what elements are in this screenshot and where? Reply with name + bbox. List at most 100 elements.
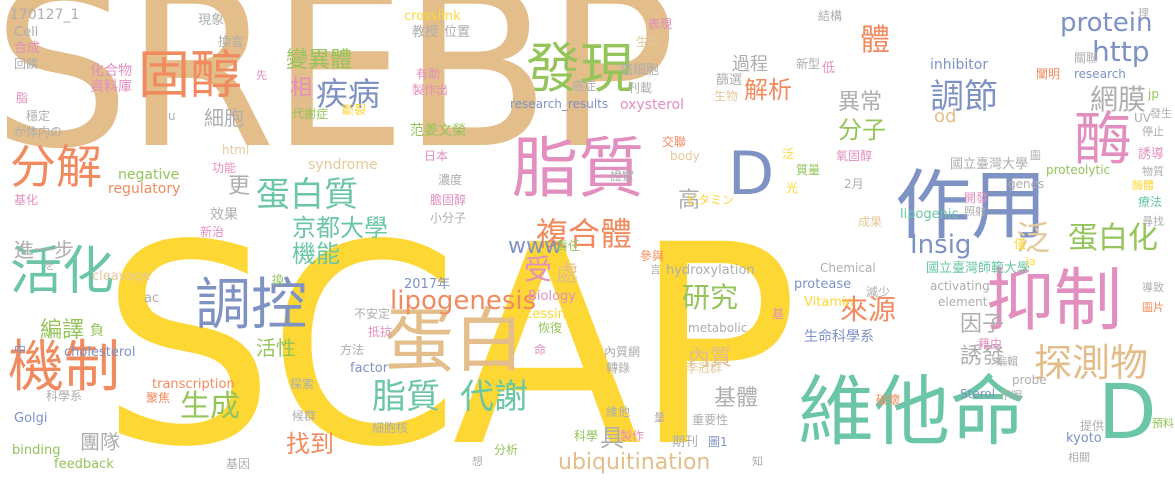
word-yi-zhi: 抑制 (986, 262, 1123, 341)
word-tu-pian: 圖片 (1142, 301, 1164, 314)
word-fu: 負 (90, 323, 104, 339)
word-ji-ti: 基體 (714, 386, 759, 411)
word-factor: factor (350, 361, 389, 376)
word-feedback: feedback (54, 457, 114, 472)
word-fan-2: 泛 (782, 147, 795, 161)
word-huan: 換 (272, 273, 285, 287)
word-sterol: Sterol (960, 387, 996, 401)
word-lipogenic: lipogenic (900, 207, 959, 222)
word-processing: processing (504, 307, 575, 322)
word-xin-xing: 新型 (796, 57, 821, 71)
word-bu-an-ding: 不安定 (354, 307, 391, 321)
word-jin-yi-bu: 進一步 (14, 238, 74, 262)
word-crosslink: crosslink (404, 9, 461, 24)
word-element: element (938, 295, 988, 309)
word-nei-zhi: 內質 (688, 346, 733, 371)
word-jiao-shou: 教授 (412, 25, 439, 40)
word-2017nian: 2017年 (404, 277, 451, 292)
word-you-zhu: 有助 (416, 67, 441, 81)
word-proteolytic: proteolytic (1046, 163, 1111, 177)
word-yan-jiu: 研究 (682, 281, 739, 314)
word-guang: 光 (786, 181, 799, 195)
word-uv: UV (1134, 111, 1151, 125)
word-jiao-lian: 交聯 (662, 135, 687, 149)
word-jie-gou: 結構 (818, 9, 843, 23)
word-bu-ming: 不明 (1000, 389, 1022, 402)
word-shai-xuan: 篩選 (716, 73, 743, 88)
word-yang-gu-chun: 氧固醇 (836, 149, 873, 163)
word-li-guan-qun: 李冠群 (686, 361, 723, 375)
word-zheng-shi: 證實 (610, 169, 635, 183)
word-metabolic: metabolic (688, 321, 748, 335)
word-lipogenesis: lipogenesis (390, 286, 537, 316)
word-tiao-jie: 調節 (930, 77, 998, 117)
word-zhi-zuo-chu: 製作出 (412, 83, 449, 97)
word-kai-fa: 開發 (964, 191, 989, 205)
word-ja: ja (1026, 255, 1036, 268)
word-od: od (934, 106, 957, 127)
word-sheng-cheng: 生成 (180, 389, 240, 424)
word-170127-1: 170127_1 (10, 7, 80, 23)
word-hua-he-wu: 化合物 (90, 63, 132, 79)
word-bian-yi: 編譯 (40, 318, 85, 343)
word-cholesterol: cholesterol (64, 345, 136, 360)
word-dan-bai: 蛋白 (384, 300, 524, 382)
word-protease: protease (794, 277, 852, 292)
word-tan-ce-wu: 探測物 (1034, 341, 1149, 385)
word-u: u (168, 109, 176, 123)
word-tan-suo: 探索 (290, 377, 315, 391)
word-ji-zhi: 機制 (8, 335, 120, 400)
word-dan-bai-hua: 蛋白化 (1068, 221, 1158, 256)
word-scap: SCAP (100, 187, 799, 482)
word-zhi-liang: 質量 (796, 163, 821, 177)
word-biao-xian: 表現 (648, 17, 673, 31)
word-cell: Cell (14, 25, 39, 40)
word-zhi-zhi: 脂質 (512, 130, 644, 207)
word-zhi-zhi-2: 脂質 (372, 377, 440, 417)
word-ji-bing: 疾病 (316, 75, 381, 113)
word-po-huai: 破壞 (876, 393, 901, 407)
word-li: 理 (1138, 7, 1149, 20)
word-qi-kan: 期刊 (672, 435, 699, 450)
word-dan-gu-chun: 膽固醇 (430, 193, 467, 207)
word-ji-hua: 基化 (14, 193, 39, 207)
word-jp: jp (1148, 87, 1159, 101)
word-jin: 僅 (1014, 237, 1027, 251)
word-xian: 先 (256, 69, 267, 82)
word-ju-jiao: 聚焦 (146, 391, 171, 405)
word-binding: binding (12, 443, 61, 458)
word-zhao-dao: 找到 (286, 430, 334, 458)
word-wo: を (44, 259, 55, 272)
word-zhi-zuo: 製作 (620, 429, 645, 443)
word-bian-ji: 編輯 (996, 355, 1018, 368)
word-regulatory: regulatory (108, 181, 181, 197)
word-xiao-guo: 效果 (210, 207, 238, 223)
word-duan-lie: 斷裂 (342, 103, 367, 117)
word-lai-yuan: 來源 (840, 293, 897, 326)
word-ze-ren: 責任 (556, 239, 581, 253)
word-hui-kui: 回饋 (14, 57, 39, 71)
word-xiao-fen-zi: 小分子 (430, 211, 467, 225)
word-tu: 圖 (1030, 149, 1041, 162)
word-syndrome: syndrome (308, 157, 378, 173)
word-xian-xiang: 現象 (198, 13, 225, 28)
word-oxysterol: oxysterol (620, 97, 685, 113)
word-mei-ti: 酶體 (1132, 179, 1154, 192)
word-ntnu: 國立臺灣師範大學 (926, 261, 1031, 276)
word-ke-xue-xi: 科學系 (46, 389, 83, 403)
word-sheng-wu: 生物 (714, 89, 739, 103)
word-zuo-yong: 作用 (895, 161, 1047, 250)
word-you-fa: 誘發 (960, 344, 1005, 369)
word-fa-sheng: 發生 (1150, 107, 1172, 120)
word-fa-xian: 發現 (526, 37, 634, 100)
word-tuan-dui: 團隊 (80, 430, 120, 454)
word-nong-du: 濃度 (438, 173, 463, 187)
word-bitamin: ビタミン (686, 193, 735, 207)
word-ju: 具 (600, 424, 624, 452)
word-dai-xie: 代謝 (460, 377, 528, 417)
word-yin-zi: 因子 (960, 312, 1005, 337)
word-nei-zhi-wang: 內質網 (604, 345, 641, 359)
word-kan-zai: 刊載 (628, 81, 653, 95)
word-cleavage: cleavage (92, 269, 151, 284)
